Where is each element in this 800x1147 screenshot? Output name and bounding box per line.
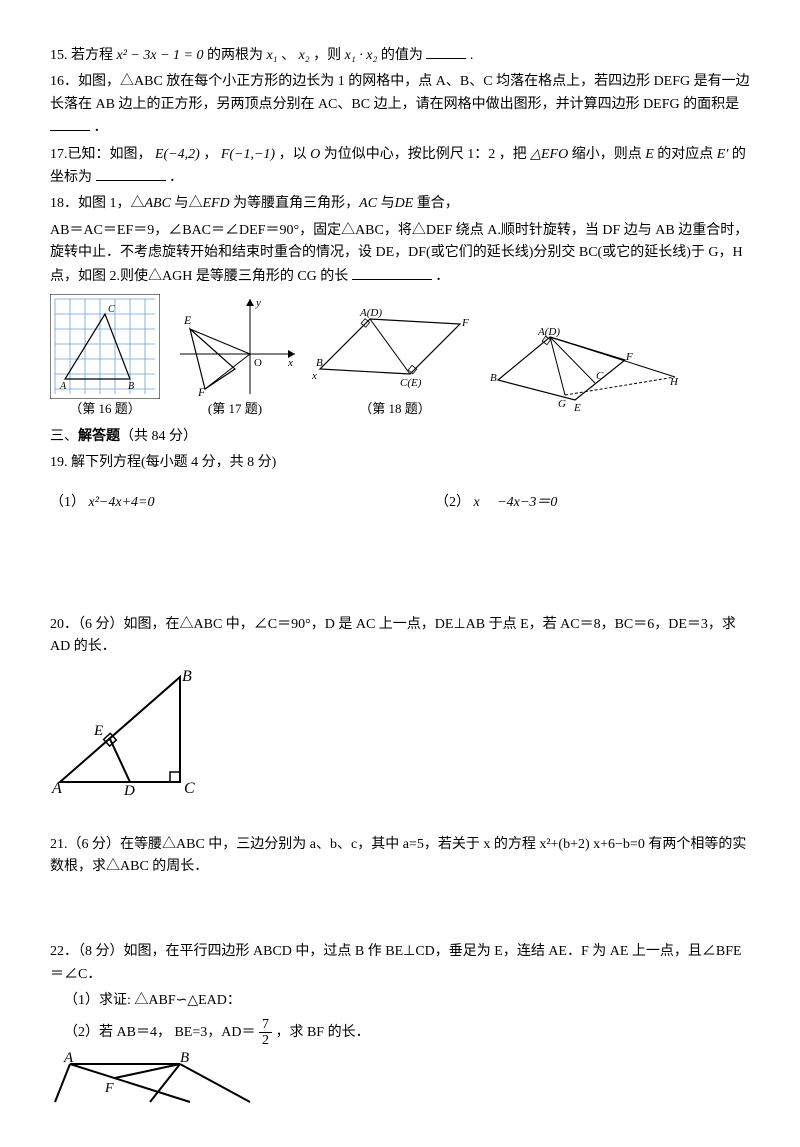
svg-text:F: F: [197, 385, 206, 399]
figure-18-left: A(D) F C(E) x B （第 18 题）: [310, 304, 480, 420]
svg-text:E: E: [183, 313, 192, 327]
svg-text:C: C: [108, 304, 115, 315]
fig17-caption: (第 17 题): [170, 399, 300, 420]
grid-triangle-svg: A B C: [50, 294, 160, 399]
fig18-caption: （第 18 题）: [310, 399, 480, 420]
question-18-l2: AB＝AC＝EF＝9，∠BAC＝∠DEF＝90°，固定△ABC，将△DEF 绕点…: [50, 220, 750, 288]
figure-22: A B F: [50, 1052, 750, 1107]
svg-text:C(E): C(E): [400, 377, 422, 389]
svg-text:D: D: [123, 783, 135, 797]
section-3-header: 三、解答题（共 84 分）: [50, 426, 750, 448]
fraction-7-2: 7 2: [259, 1017, 272, 1049]
svg-text:F: F: [104, 1081, 114, 1096]
figure-16: A B C （第 16 题）: [50, 294, 160, 420]
parallelogram2-svg: A(D) F C H G E B: [490, 325, 680, 420]
svg-text:B: B: [490, 372, 497, 384]
question-22-part2: （2）若 AB＝4， BE=3，AD＝ 7 2 ，求 BF 的长．: [50, 1017, 750, 1049]
svg-text:y: y: [255, 297, 261, 309]
question-15: 15. 若方程 x² − 3x − 1 = 0 的两根为 x₁ 、 x₂ ，则 …: [50, 44, 750, 67]
parallelogram-abf-svg: A B F: [50, 1052, 260, 1107]
svg-text:F: F: [461, 317, 469, 329]
svg-text:A: A: [51, 780, 62, 797]
question-22-line1: 22．（8 分）如图，在平行四边形 ABCD 中，过点 B 作 BE⊥CD，垂足…: [50, 941, 750, 986]
question-20: 20．（6 分）如图，在△ABC 中，∠C＝90°，D 是 AC 上一点，DE⊥…: [50, 614, 750, 659]
svg-text:E: E: [573, 402, 581, 414]
question-22-part1: （1）求证: △ABF∽△EAD：: [50, 990, 750, 1012]
figures-row: A B C （第 16 题） E F O x y (第 17 题): [50, 294, 750, 420]
question-18-l1: 18．如图 1，△ABC 与△EFD 为等腰直角三角形，AC 与DE 重合，: [50, 193, 750, 215]
question-16: 16．如图，△ABC 放在每个小正方形的边长为 1 的网格中，点 A、B、C 均…: [50, 71, 750, 139]
svg-text:B: B: [182, 668, 192, 685]
figure-20: A B C D E: [50, 667, 750, 797]
blank: [426, 44, 466, 59]
svg-text:G: G: [558, 398, 566, 410]
q15-eq: x² − 3x − 1 = 0: [117, 48, 204, 63]
blank: [96, 166, 166, 181]
svg-text:H: H: [669, 376, 679, 388]
svg-text:E: E: [93, 723, 103, 739]
q19-eq1: x²−4x+4=0: [89, 495, 155, 510]
svg-text:F: F: [625, 351, 633, 363]
svg-text:x: x: [287, 357, 293, 369]
figure-17: E F O x y (第 17 题): [170, 294, 300, 420]
question-21: 21.（6 分）在等腰△ABC 中，三边分别为 a、b、c，其中 a=5，若关于…: [50, 834, 750, 879]
figure-18-right: A(D) F C H G E B: [490, 325, 680, 420]
question-19-title: 19. 解下列方程(每小题 4 分，共 8 分): [50, 452, 750, 474]
svg-text:x: x: [311, 370, 317, 382]
right-triangle-svg: A B C D E: [50, 667, 220, 797]
svg-text:O: O: [254, 357, 262, 369]
question-17: 17.已知：如图， E(−4,2) ， F(−1,−1) ，以 O 为位似中心，…: [50, 144, 750, 190]
svg-text:A(D): A(D): [537, 326, 560, 338]
svg-text:C: C: [596, 370, 604, 382]
parallelogram1-svg: A(D) F C(E) x B: [310, 304, 480, 399]
svg-text:B: B: [180, 1052, 189, 1066]
question-19-parts: （1） x²−4x+4=0 （2） x −4x−3＝0: [50, 492, 750, 514]
svg-text:A: A: [59, 381, 67, 392]
blank: [50, 116, 90, 131]
svg-text:C: C: [184, 780, 195, 797]
q15-pre: 15. 若方程: [50, 48, 113, 63]
svg-text:A: A: [63, 1052, 74, 1066]
svg-text:B: B: [316, 357, 323, 369]
axes-svg: E F O x y: [170, 294, 300, 399]
svg-text:B: B: [128, 381, 134, 392]
blank: [352, 265, 432, 280]
svg-text:A(D): A(D): [359, 307, 382, 319]
fig16-caption: （第 16 题）: [50, 399, 160, 420]
